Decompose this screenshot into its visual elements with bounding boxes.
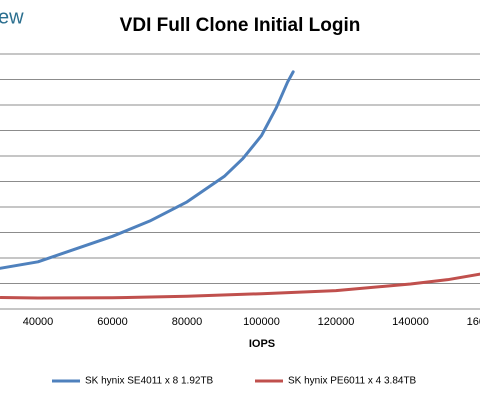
series-line [0,70,295,270]
legend-label: SK hynix PE6011 x 4 3.84TB [288,376,417,387]
x-tick-label: 100000 [243,316,280,328]
x-tick-label: 40000 [23,316,54,328]
x-tick-label: 140000 [392,316,429,328]
x-axis-label: IOPS [249,338,275,350]
x-tick-label: 80000 [172,316,203,328]
logo-text: ew [0,6,24,28]
x-tick-label: 60000 [97,316,128,328]
series-line [0,272,480,300]
x-tick-label: 120000 [318,316,355,328]
legend-label: SK hynix SE4011 x 8 1.92TB [85,376,214,387]
chart-title: VDI Full Clone Initial Login [120,15,361,36]
x-tick-label: 160000 [467,316,480,328]
